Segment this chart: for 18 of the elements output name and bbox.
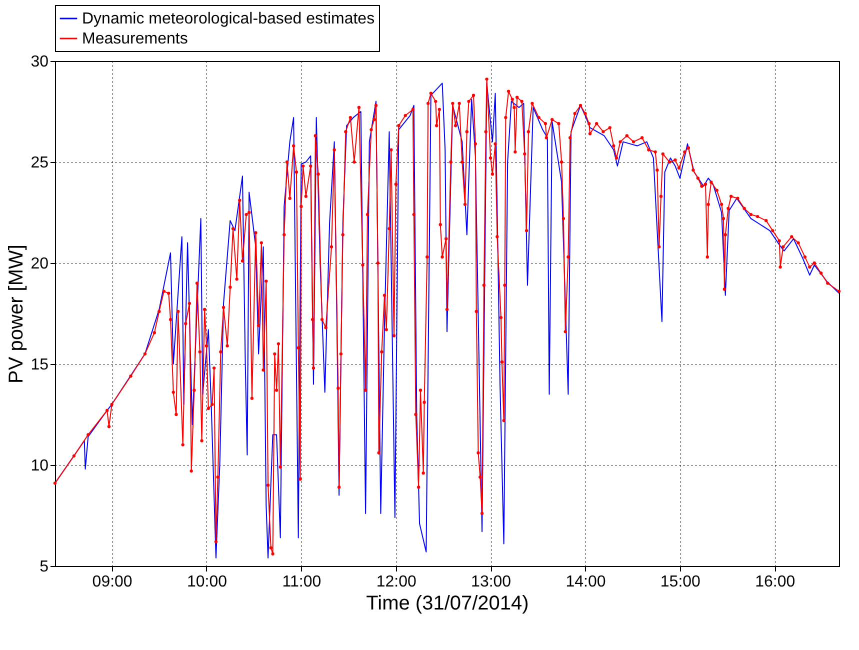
y-tick-label: 5 — [40, 558, 49, 576]
x-tick-label: 10:00 — [186, 574, 228, 590]
x-tick-label: 13:00 — [471, 574, 512, 590]
y-tick-label: 20 — [30, 256, 49, 272]
legend-label: Measurements — [82, 30, 188, 48]
y-tick-label: 25 — [30, 154, 49, 172]
x-tick-label: 12:00 — [376, 574, 416, 590]
y-tick-label: 10 — [30, 458, 49, 474]
x-tick-label: 16:00 — [755, 574, 796, 590]
x-tick-label: 14:00 — [566, 574, 606, 590]
y-axis-title: PV power [MW] — [6, 244, 28, 384]
y-tick-label: 15 — [30, 356, 49, 374]
x-axis-title: Time (31/07/2014) — [366, 592, 529, 614]
legend-label: Dynamic meteorological-based estimates — [82, 10, 375, 28]
y-tick-label: 30 — [30, 54, 49, 70]
x-tick-label: 15:00 — [660, 574, 701, 590]
x-tick-label: 11:00 — [282, 574, 322, 590]
x-tick-label: 09:00 — [92, 574, 132, 590]
